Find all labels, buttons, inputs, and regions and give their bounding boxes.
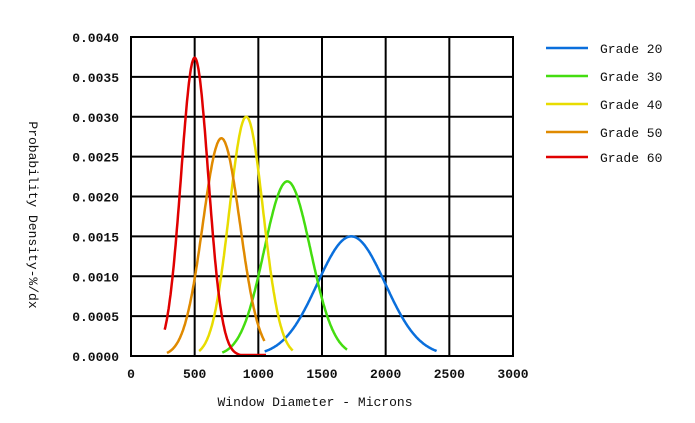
y-tick-label: 0.0010 (72, 270, 119, 285)
y-axis-label: Probability Density-%/dx (25, 121, 40, 308)
x-tick-label: 0 (127, 367, 135, 382)
y-tick-label: 0.0015 (72, 230, 119, 245)
series-line-grade-30 (221, 180, 348, 354)
y-tick-label: 0.0005 (72, 310, 119, 325)
y-tick-label: 0.0025 (72, 151, 119, 166)
x-tick-label: 500 (183, 367, 207, 382)
y-axis-ticks: 0.0000 0.0005 0.0010 0.0015 0.0020 0.0025 0.00… (72, 31, 119, 365)
plot-frame (130, 36, 514, 357)
curves (163, 56, 438, 357)
series-line-grade-50 (166, 137, 266, 355)
series-line-grade-40 (198, 115, 294, 353)
y-tick-label: 0.0000 (72, 350, 119, 365)
legend: Grade 20 Grade 30 Grade 40 Grade 50 Grade 60 (546, 42, 662, 166)
y-tick-label: 0.0030 (72, 111, 119, 126)
x-axis-label: Window Diameter - Microns (217, 395, 412, 410)
y-tick-label: 0.0035 (72, 71, 119, 86)
y-tick-label: 0.0020 (72, 191, 119, 206)
legend-label: Grade 60 (600, 151, 662, 166)
x-tick-label: 1500 (306, 367, 337, 382)
legend-label: Grade 20 (600, 42, 662, 57)
legend-label: Grade 40 (600, 98, 662, 113)
series-line-grade-20 (264, 235, 438, 353)
x-tick-label: 2500 (434, 367, 465, 382)
x-tick-label: 1000 (243, 367, 274, 382)
legend-label: Grade 50 (600, 126, 662, 141)
y-tick-label: 0.0040 (72, 31, 119, 46)
x-tick-label: 3000 (497, 367, 528, 382)
x-axis-ticks: 0 500 1000 1500 2000 2500 3000 (127, 367, 529, 382)
grid (130, 36, 514, 357)
legend-label: Grade 30 (600, 70, 662, 85)
x-tick-label: 2000 (370, 367, 401, 382)
